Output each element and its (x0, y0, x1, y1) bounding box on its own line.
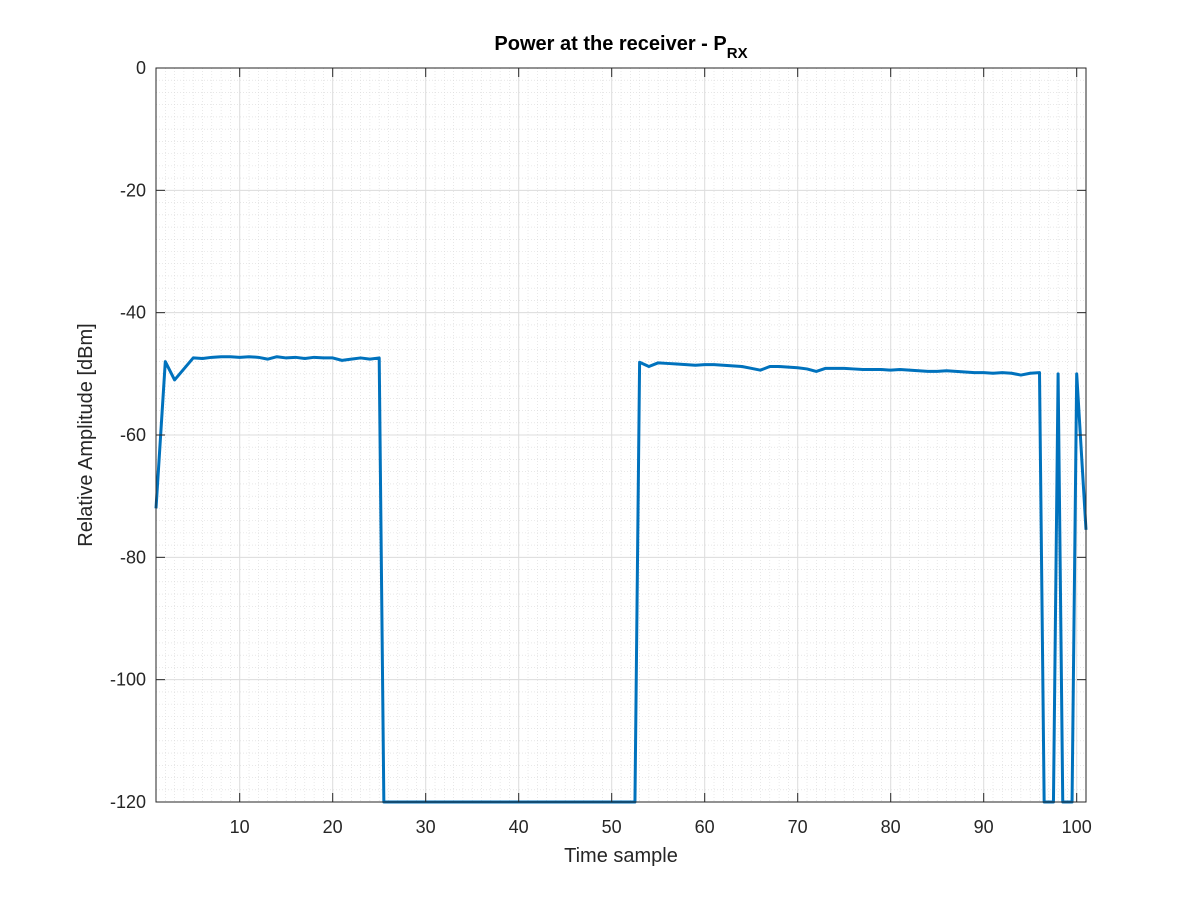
y-tick-label: -120 (110, 792, 146, 812)
x-tick-label: 70 (788, 817, 808, 837)
chart-title: Power at the receiver - PRX (494, 33, 747, 62)
y-tick-labels: 0 -20 -40 -60 -80 -100 -120 (110, 58, 146, 812)
x-tick-label: 80 (881, 817, 901, 837)
x-tick-label: 10 (230, 817, 250, 837)
tick-marks (156, 67, 1086, 803)
y-tick-label: -80 (120, 547, 146, 567)
chart-title-main: Power at the receiver - P (494, 33, 726, 55)
x-tick-labels: 10 20 30 40 50 60 70 80 90 100 (230, 817, 1092, 837)
x-tick-label: 30 (416, 817, 436, 837)
x-tick-label: 90 (974, 817, 994, 837)
x-tick-label: 60 (695, 817, 715, 837)
y-axis-label: Relative Amplitude [dBm] (75, 323, 97, 546)
series-line-prx (154, 355, 1088, 804)
x-tick-label: 100 (1062, 817, 1092, 837)
chart-title-subscript: RX (727, 45, 748, 62)
x-tick-label: 50 (602, 817, 622, 837)
x-tick-label: 40 (509, 817, 529, 837)
series-layer (154, 355, 1088, 804)
x-tick-label: 20 (323, 817, 343, 837)
y-tick-label: -60 (120, 425, 146, 445)
x-axis-label: Time sample (564, 845, 678, 867)
y-tick-label: -40 (120, 303, 146, 323)
y-tick-label: 0 (136, 58, 146, 78)
y-tick-label: -20 (120, 180, 146, 200)
y-tick-label: -100 (110, 670, 146, 690)
